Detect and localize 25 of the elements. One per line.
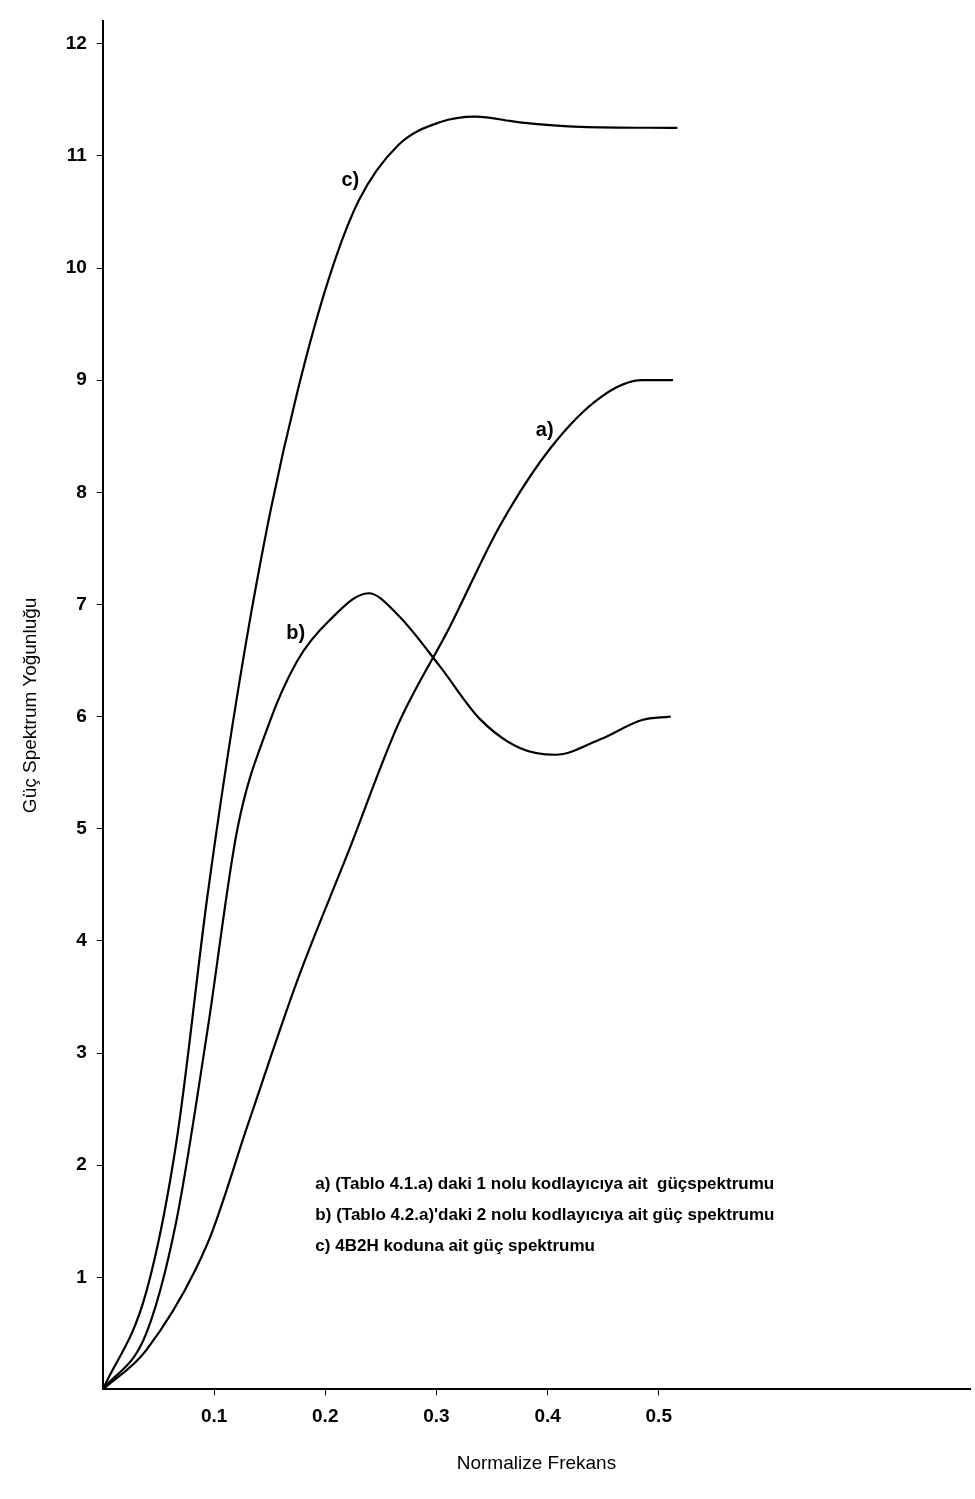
x-tick-label: 0.4 xyxy=(534,1405,562,1427)
y-tick-label: 7 xyxy=(76,592,87,614)
x-tick-label: 0.1 xyxy=(200,1405,228,1427)
annotation: b) (Tablo 4.2.a)'daki 2 nolu kodlayıcıya ait güç spektrumu xyxy=(315,1204,775,1224)
y-axis-title: Güç Spektrum Yoğunluğu xyxy=(18,597,40,814)
x-tick-label: 0.5 xyxy=(645,1405,673,1427)
series-label: b) xyxy=(286,620,306,643)
y-tick-label: 4 xyxy=(76,929,88,951)
y-tick-label: 11 xyxy=(66,144,88,166)
series-label: a) xyxy=(535,418,554,441)
y-tick-label: 3 xyxy=(76,1041,87,1063)
y-tick-label: 9 xyxy=(76,368,87,390)
y-tick-label: 6 xyxy=(76,704,87,726)
annotation: c) 4B2H koduna ait güç spektrumu xyxy=(315,1235,595,1255)
y-tick-label: 12 xyxy=(65,32,87,54)
x-axis-title: Normalize Frekans xyxy=(456,1451,617,1473)
annotation: a) (Tablo 4.1.a) daki 1 nolu kodlayıcıya ait güçspektrumu xyxy=(315,1173,775,1193)
y-tick-label: 5 xyxy=(76,816,88,838)
x-tick-label: 0.3 xyxy=(423,1405,450,1427)
series-label: c) xyxy=(341,167,360,190)
y-tick-label: 1 xyxy=(76,1265,88,1287)
y-tick-label: 8 xyxy=(76,480,87,502)
y-tick-label: 2 xyxy=(76,1153,87,1175)
x-tick-label: 0.2 xyxy=(312,1405,339,1427)
y-tick-label: 10 xyxy=(65,256,87,278)
